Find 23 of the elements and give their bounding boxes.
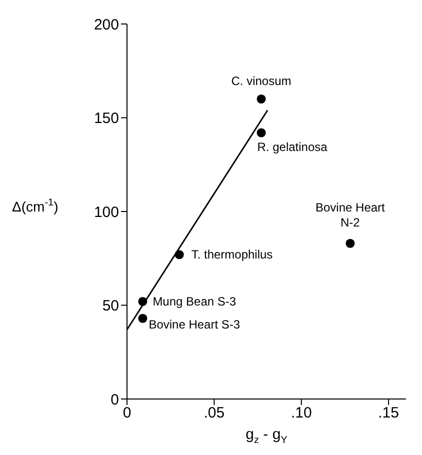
x-tick-label: .05 bbox=[204, 404, 225, 422]
point bbox=[346, 238, 355, 248]
annotation: Bovine Heart S-3 bbox=[148, 317, 240, 332]
annotation: Mung Bean S-3 bbox=[152, 294, 236, 308]
x-tick-label: .15 bbox=[378, 404, 399, 422]
annotation: C. vinosum bbox=[231, 74, 292, 88]
annotation: T. thermophilus bbox=[191, 248, 273, 262]
y-tick-label: 150 bbox=[94, 110, 119, 128]
x-tick-label: 0 bbox=[122, 404, 132, 422]
y-axis-title: Δ(cm$^{-1}$) bbox=[12, 198, 58, 214]
y-tick-label: 50 bbox=[102, 298, 119, 315]
point bbox=[174, 250, 184, 260]
y-tick-label: 100 bbox=[94, 204, 119, 221]
point bbox=[138, 296, 148, 306]
y-tick-label: 0 bbox=[110, 391, 119, 408]
point bbox=[256, 128, 266, 138]
point bbox=[138, 314, 148, 323]
point bbox=[256, 94, 266, 104]
y-tick-label: 200 bbox=[94, 16, 119, 34]
annotation: R. gelatinosa bbox=[257, 140, 328, 154]
x-axis-title: g$_{z}$ - g$_{Y}$ bbox=[246, 426, 288, 446]
annotation: Bovine Heart N-2 bbox=[316, 200, 386, 230]
x-tick-label: .10 bbox=[290, 404, 312, 422]
